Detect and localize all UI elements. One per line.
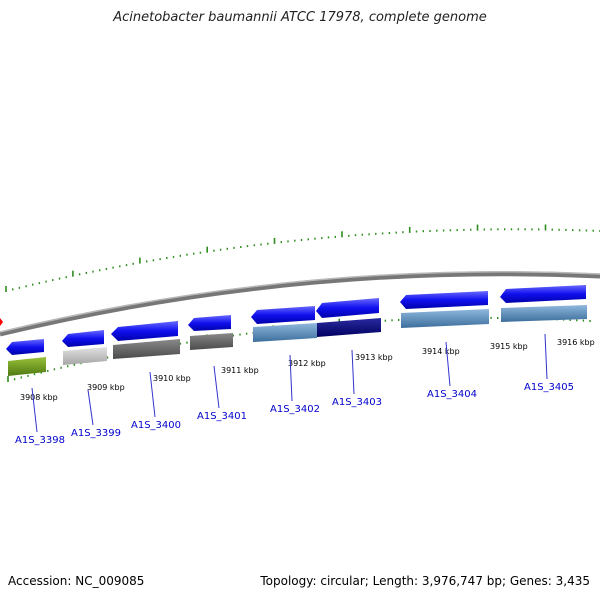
cds-arrow[interactable]: [400, 291, 488, 309]
leader-line: [351, 349, 355, 395]
gene-block[interactable]: [113, 339, 180, 359]
gene-label-a1s-3405[interactable]: A1S_3405: [524, 382, 574, 393]
kbp-scale: 3908 kbp 3909 kbp 3910 kbp 3911 kbp 3912…: [20, 338, 595, 402]
kbp-label: 3914 kbp: [422, 347, 460, 356]
cds-arrow[interactable]: [6, 339, 44, 355]
leader-line: [31, 387, 38, 433]
kbp-label: 3915 kbp: [490, 342, 528, 351]
kbp-label: 3910 kbp: [153, 374, 191, 383]
cds-arrow[interactable]: [188, 315, 231, 331]
kbp-label: 3909 kbp: [87, 383, 125, 392]
kbp-label: 3912 kbp: [288, 359, 326, 368]
gene-block[interactable]: [8, 357, 46, 376]
cds-arrow[interactable]: [251, 306, 315, 324]
cds-track: [6, 285, 586, 355]
gene-leaders: [31, 333, 548, 433]
genome-backbone-highlight: [0, 270, 600, 333]
leader-line: [149, 371, 156, 418]
cds-arrow[interactable]: [500, 285, 586, 303]
genome-summary: Topology: circular; Length: 3,976,747 bp…: [260, 574, 590, 588]
gene-label-a1s-3404[interactable]: A1S_3404: [427, 389, 477, 400]
leader-line: [87, 389, 94, 426]
gene-labels: A1S_3398 A1S_3399 A1S_3400 A1S_3401 A1S_…: [15, 382, 574, 446]
cds-arrow[interactable]: [62, 330, 104, 347]
gene-label-a1s-3402[interactable]: A1S_3402: [270, 404, 320, 415]
gene-block[interactable]: [317, 318, 381, 337]
gene-label-a1s-3399[interactable]: A1S_3399: [71, 428, 121, 439]
gene-label-a1s-3403[interactable]: A1S_3403: [332, 397, 382, 408]
gene-block[interactable]: [190, 333, 233, 350]
gene-block[interactable]: [501, 305, 587, 322]
gene-block[interactable]: [401, 309, 489, 328]
genome-backbone: [0, 271, 600, 337]
leader-line: [213, 365, 220, 409]
feature-track: [8, 305, 587, 376]
kbp-label: 3911 kbp: [221, 366, 259, 375]
gene-block[interactable]: [63, 347, 107, 365]
cds-arrow[interactable]: [316, 298, 379, 318]
gene-label-a1s-3400[interactable]: A1S_3400: [131, 420, 181, 431]
leader-line: [544, 333, 548, 380]
gene-label-a1s-3401[interactable]: A1S_3401: [197, 411, 247, 422]
cds-arrow[interactable]: [111, 321, 178, 341]
leader-line: [445, 341, 451, 387]
kbp-label: 3913 kbp: [355, 353, 393, 362]
gene-label-a1s-3398[interactable]: A1S_3398: [15, 435, 65, 446]
position-marker: [0, 318, 3, 326]
kbp-label: 3916 kbp: [557, 338, 595, 347]
gene-block[interactable]: [253, 323, 317, 342]
kbp-label: 3908 kbp: [20, 393, 58, 402]
accession-label: Accession: NC_009085: [8, 574, 145, 588]
outer-tick-ring: [5, 224, 600, 292]
genome-title: Acinetobacter baumannii ATCC 17978, comp…: [113, 10, 487, 25]
leader-line: [289, 354, 293, 402]
